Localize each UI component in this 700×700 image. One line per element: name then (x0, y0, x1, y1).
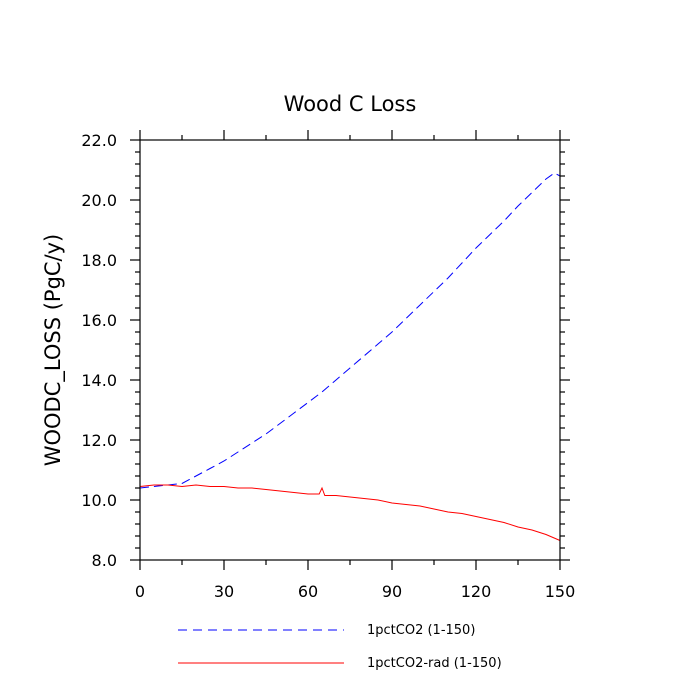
x-tick-label: 30 (214, 582, 234, 601)
y-tick-label: 16.0 (81, 311, 117, 330)
x-tick-label: 0 (135, 582, 145, 601)
legend: 1pctCO2 (1-150) 1pctCO2-rad (1-150) (178, 623, 502, 671)
y-axis-label: WOODC_LOSS (PgC/y) (41, 234, 66, 467)
series-line-1 (139, 172, 561, 489)
y-tick-label: 10.0 (81, 491, 117, 510)
chart-title: Wood C Loss (284, 92, 417, 116)
x-tick-label: 90 (382, 582, 402, 601)
plot-frame (139, 139, 561, 561)
legend-label-2: 1pctCO2-rad (1-150) (367, 656, 502, 671)
y-tick-label: 12.0 (81, 431, 117, 450)
x-tick-label: 150 (545, 582, 576, 601)
y-tick-label: 8.0 (92, 551, 117, 570)
x-tick-label: 120 (461, 582, 492, 601)
x-tick-label: 60 (298, 582, 318, 601)
axis-ticks: 0 30 60 90 120 150 8.0 10.0 12.0 14.0 16.0 18.0 20.0… (81, 130, 575, 601)
y-tick-label: 18.0 (81, 251, 117, 270)
series-lines (139, 172, 561, 541)
y-tick-label: 22.0 (81, 131, 117, 150)
legend-label-1: 1pctCO2 (1-150) (367, 623, 475, 638)
y-tick-label: 20.0 (81, 191, 117, 210)
y-tick-label: 14.0 (81, 371, 117, 390)
series-line-2 (139, 484, 561, 541)
